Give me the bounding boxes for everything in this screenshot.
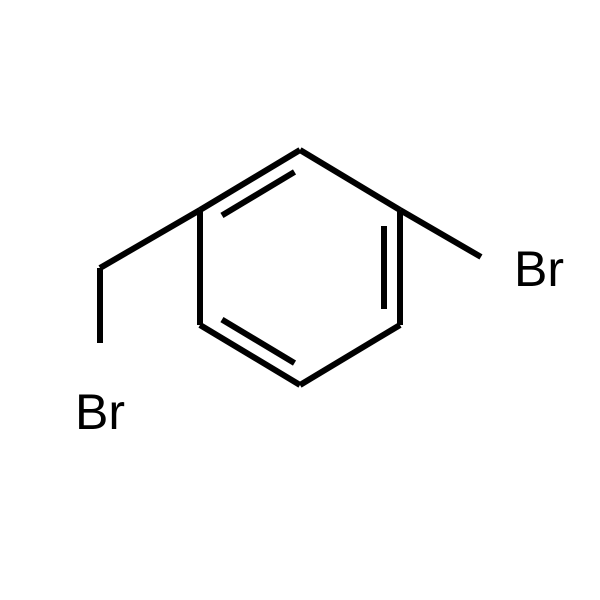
molecule-diagram: Br Br: [0, 0, 600, 600]
atom-label-br1: Br: [75, 384, 125, 440]
atom-label-br2: Br: [514, 241, 564, 297]
